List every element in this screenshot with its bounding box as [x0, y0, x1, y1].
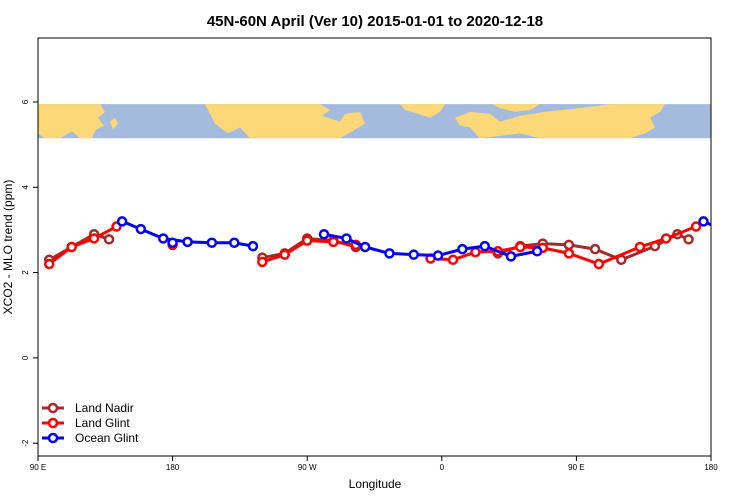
data-point	[341, 233, 352, 244]
data-point	[384, 248, 395, 259]
data-point	[229, 237, 240, 248]
data-point	[182, 236, 193, 248]
x-axis-label: Longitude	[349, 477, 402, 491]
y-tick-label: 6	[21, 99, 30, 104]
data-point	[279, 249, 291, 260]
data-point	[167, 237, 178, 248]
y-tick-label: -2	[21, 439, 30, 447]
series-line	[48, 232, 110, 262]
x-axis: 90 E 180 90 W 0 90 E 180	[30, 456, 718, 472]
x-tick-label: 90 E	[30, 463, 46, 472]
legend-marker	[47, 402, 59, 414]
map-land	[455, 104, 665, 139]
x-tick-label: 180	[166, 463, 180, 472]
x-tick-label: 0	[440, 463, 445, 472]
y-tick-label: 2	[21, 270, 30, 275]
y-axis: -2 0 2 4 6	[21, 99, 38, 447]
data-point	[683, 234, 694, 245]
chart-title: 45N-60N April (Ver 10) 2015-01-01 to 202…	[207, 13, 543, 30]
data-point	[563, 248, 575, 259]
data-point	[479, 240, 491, 252]
legend-entry: Ocean Glint	[75, 431, 139, 445]
data-point	[206, 237, 218, 248]
legend-marker	[47, 432, 59, 444]
y-tick-label: 0	[21, 355, 30, 360]
data-point	[698, 216, 709, 227]
data-point	[515, 241, 526, 253]
series-land-glint	[43, 221, 702, 270]
map-land	[205, 104, 365, 139]
series-line	[323, 232, 538, 258]
data-point	[505, 251, 517, 262]
world-map-band	[38, 104, 711, 139]
x-tick-label: 90 W	[298, 463, 317, 472]
x-tick-label: 90 E	[568, 463, 584, 472]
data-point	[447, 254, 459, 266]
data-point	[408, 249, 420, 260]
data-point	[589, 243, 601, 255]
data-point	[457, 243, 468, 255]
data-point	[563, 239, 575, 251]
data-point	[43, 258, 55, 270]
data-point	[531, 246, 543, 257]
map-land	[400, 104, 445, 118]
data-point	[634, 241, 646, 253]
data-point	[103, 234, 115, 245]
y-tick-label: 4	[21, 185, 30, 190]
data-point	[690, 221, 702, 232]
data-point	[247, 240, 259, 252]
data-point	[257, 256, 268, 268]
data-point	[135, 223, 147, 235]
series-line	[702, 220, 711, 227]
x-tick-label: 180	[704, 463, 718, 472]
data-point	[470, 246, 481, 258]
series-ocean-glint	[116, 216, 749, 262]
legend-marker	[47, 417, 59, 429]
data-point	[116, 216, 128, 227]
legend-entry: Land Glint	[75, 416, 130, 430]
series-line	[48, 225, 118, 266]
data-point	[359, 241, 371, 253]
data-point	[593, 258, 605, 270]
data-point	[328, 236, 339, 248]
data-point	[66, 241, 77, 253]
data-point	[432, 250, 444, 261]
map-land	[492, 104, 540, 112]
data-point	[660, 233, 672, 244]
plot-frame	[37, 37, 712, 457]
map-land	[38, 104, 105, 139]
data-point	[741, 234, 749, 242]
data-point	[318, 228, 330, 240]
data-point	[718, 226, 726, 234]
data-point	[88, 233, 100, 244]
data-point	[301, 235, 313, 246]
data-point	[158, 233, 169, 244]
series-layer	[43, 216, 749, 270]
y-axis-label: XCO2 - MLO trend (ppm)	[1, 180, 15, 315]
map-land	[110, 117, 118, 130]
legend-entry: Land Nadir	[75, 401, 134, 415]
